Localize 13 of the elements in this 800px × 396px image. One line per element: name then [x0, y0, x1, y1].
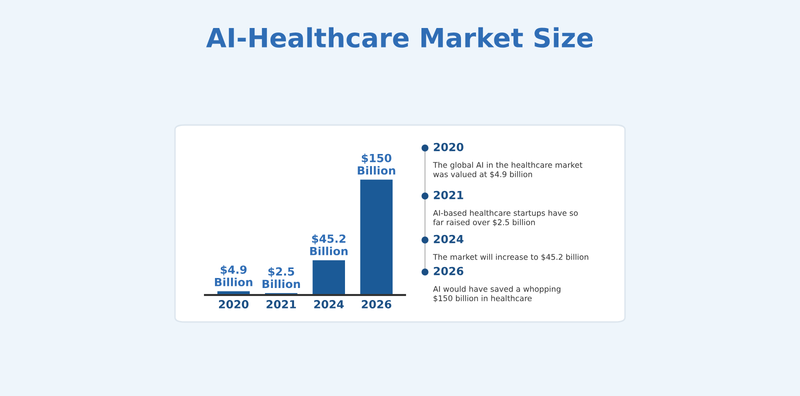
data-label: $150 Billion: [358, 154, 396, 175]
x-tick-label: 2021: [266, 300, 296, 308]
chart-title: AI-Healthcare Market Size: [206, 27, 593, 48]
data-label: $4.9 Billion: [214, 265, 252, 286]
data-label: $45.2 Billion: [310, 234, 348, 256]
text: 2024: [434, 234, 464, 244]
x-tick-label: 2026: [362, 300, 392, 308]
x-tick-label: 2020: [218, 300, 249, 308]
data-label: $2.5 Billion: [262, 267, 300, 288]
text: 2026: [434, 266, 464, 276]
text: 2020: [434, 142, 464, 152]
text: 2021: [434, 190, 464, 200]
x-tick-label: 2024: [314, 300, 344, 308]
